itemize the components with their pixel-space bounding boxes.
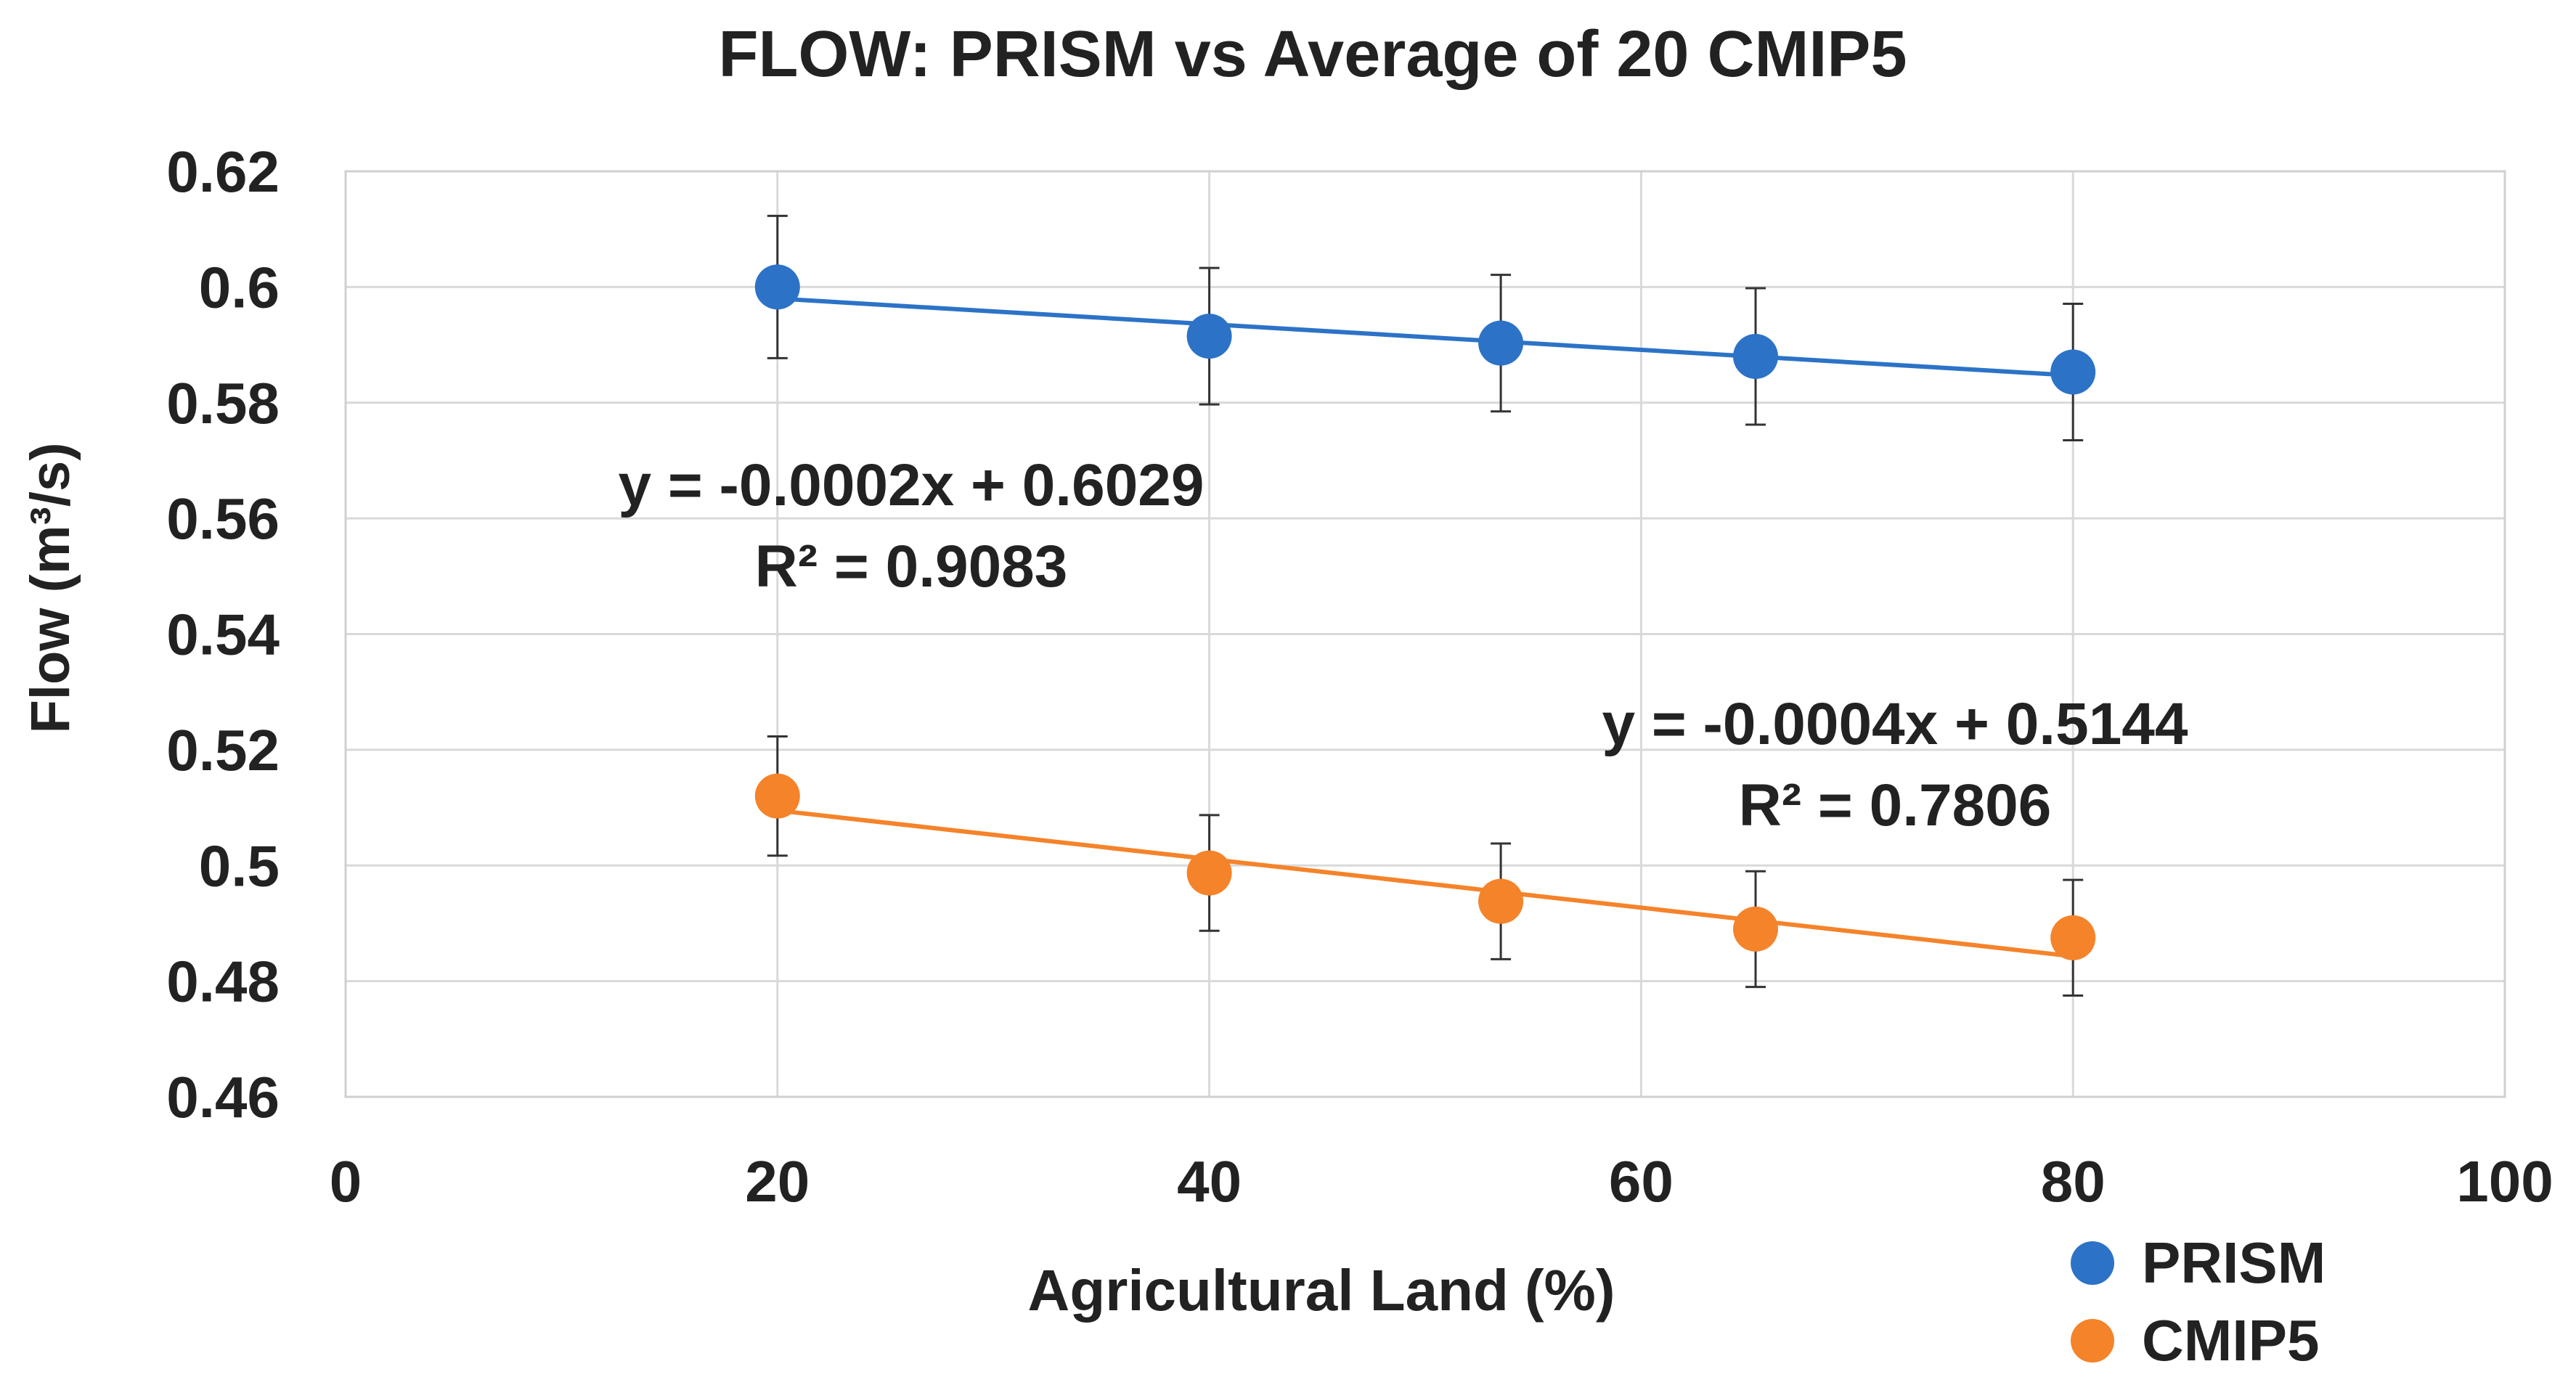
legend-marker-cmip5 [2071,1319,2114,1363]
x-tick-label: 0 [330,1149,362,1214]
x-tick-labels: 0 20 40 60 80 100 [330,1149,2553,1214]
x-tick-label: 60 [1609,1149,1674,1214]
legend-label-cmip5: CMIP5 [2142,1308,2320,1373]
data-point-cmip5 [754,773,800,819]
y-tick-label: 0.52 [166,718,280,783]
x-axis-label: Agricultural Land (%) [1028,1258,1615,1323]
x-tick-label: 20 [745,1149,810,1214]
cmip5-equation: y = -0.0004x + 0.5144 [1602,691,2188,757]
y-tick-label: 0.6 [199,255,280,319]
data-point-prism [2050,349,2096,395]
y-tick-labels: 0.46 0.48 0.5 0.52 0.54 0.56 0.58 0.6 0.62 [166,139,280,1129]
prism-r-squared: R² = 0.9083 [755,534,1068,600]
y-axis-label-text: Flow (m³/s) [20,442,81,733]
legend: PRISM CMIP5 [2071,1230,2326,1373]
data-point-prism [1733,334,1779,379]
data-point-cmip5 [1733,906,1779,952]
legend-label-prism: PRISM [2142,1230,2326,1295]
plot-border [344,170,2506,1098]
y-axis-label: Flow (m³/s) [20,442,81,733]
trendline-cmip5 [777,808,2074,959]
prism-equation: y = -0.0002x + 0.6029 [618,452,1204,518]
data-point-cmip5 [2050,915,2096,960]
data-point-prism [754,264,800,310]
data-point-cmip5 [1478,878,1524,924]
series-prism [754,214,2096,442]
x-tick-label: 80 [2041,1149,2106,1214]
y-tick-label: 0.58 [166,371,280,436]
y-tick-label: 0.62 [166,139,280,204]
x-tick-label: 40 [1177,1149,1242,1214]
grid-lines [344,170,2506,1098]
plot-area-border [344,170,2506,1098]
series-layer [754,214,2096,997]
y-tick-label: 0.54 [166,602,280,667]
trendline-prism [777,296,2074,378]
series-cmip5 [754,735,2096,997]
y-tick-label: 0.46 [166,1065,280,1129]
y-tick-label: 0.5 [199,833,280,898]
cmip5-r-squared: R² = 0.7806 [1739,772,2052,838]
data-point-prism [1186,314,1232,359]
x-tick-label: 100 [2456,1149,2553,1214]
data-point-prism [1478,320,1524,366]
y-tick-label: 0.48 [166,949,280,1014]
data-point-cmip5 [1186,850,1232,896]
chart-title: FLOW: PRISM vs Average of 20 CMIP5 [718,18,1907,91]
legend-marker-prism [2071,1241,2114,1285]
y-tick-label: 0.56 [166,486,280,551]
